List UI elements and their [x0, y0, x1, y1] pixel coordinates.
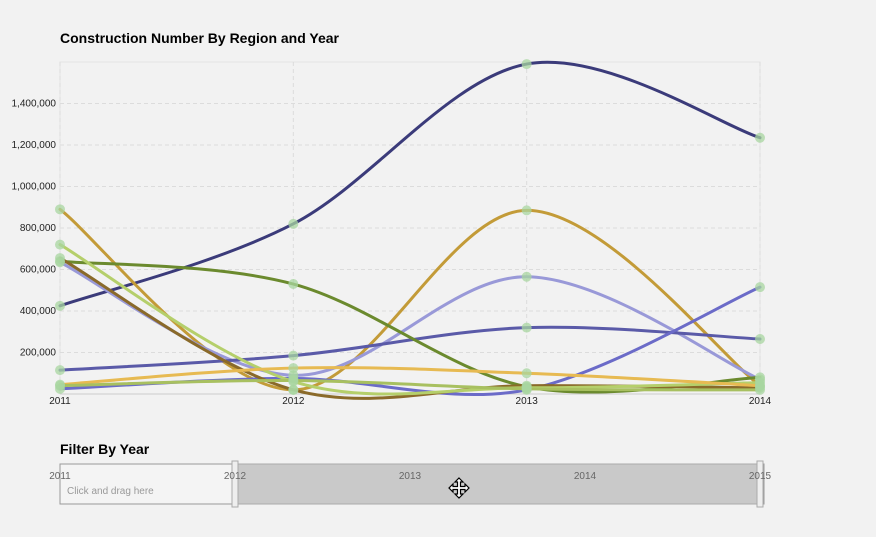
brush-handle-left[interactable] — [231, 460, 239, 508]
y-tick-label: 200,000 — [20, 348, 57, 359]
data-point — [755, 384, 765, 395]
move-cursor-icon — [448, 477, 470, 499]
y-axis: 200,000 400,000 600,000 800,000 1,000,000 1,2… — [12, 99, 57, 359]
series-lines — [58, 60, 762, 400]
filter-tick-label: 2013 — [399, 471, 422, 482]
data-point — [288, 350, 299, 361]
data-point — [755, 282, 765, 293]
data-point — [288, 384, 299, 395]
data-point — [55, 380, 65, 391]
brush-handle-right[interactable] — [756, 460, 764, 508]
filter-tick-label: 2015 — [749, 471, 772, 482]
filter-tick-label: 2014 — [574, 471, 597, 482]
x-tick-label: 2013 — [516, 396, 539, 407]
series-line — [58, 366, 762, 388]
y-tick-label: 1,200,000 — [12, 140, 57, 151]
data-point — [521, 322, 532, 333]
y-tick-label: 800,000 — [20, 223, 57, 234]
data-point — [288, 363, 299, 374]
filter-tick-label: 2011 — [49, 471, 71, 482]
data-point — [288, 375, 299, 386]
data-point — [521, 59, 532, 70]
data-point — [288, 279, 299, 290]
x-tick-label: 2012 — [282, 396, 305, 407]
filter-hint: Click and drag here — [67, 486, 154, 497]
data-point — [288, 218, 299, 229]
series-line — [58, 260, 762, 381]
filter-ticks: 2011 2012 2013 2014 2015 — [49, 471, 771, 482]
data-point — [55, 365, 65, 376]
data-point — [55, 300, 65, 311]
x-tick-label: 2011 — [49, 396, 71, 407]
data-points — [55, 59, 765, 395]
brush-selection[interactable] — [234, 463, 761, 505]
grid — [59, 61, 761, 395]
chart-title: Construction Number By Region and Year — [60, 30, 340, 46]
filter-title: Filter By Year — [60, 441, 150, 457]
series-line — [58, 207, 762, 392]
series-line — [58, 325, 762, 372]
data-point — [521, 205, 532, 216]
data-point — [521, 368, 532, 379]
y-tick-label: 400,000 — [20, 306, 57, 317]
series-line — [58, 378, 762, 392]
data-point — [521, 383, 532, 394]
series-line — [58, 243, 762, 396]
filter-tick-label: 2012 — [224, 471, 247, 482]
series-line — [58, 60, 762, 308]
year-filter-brush[interactable]: 2011 2012 2013 2014 2015 Click and drag here — [49, 460, 772, 508]
y-tick-label: 1,000,000 — [12, 182, 57, 193]
data-point — [55, 204, 65, 215]
y-tick-label: 600,000 — [20, 265, 57, 276]
data-point — [55, 253, 65, 264]
data-point — [755, 132, 765, 143]
data-point — [55, 239, 65, 250]
y-tick-label: 1,400,000 — [12, 99, 57, 110]
data-point — [521, 271, 532, 282]
data-point — [755, 334, 765, 345]
x-tick-label: 2014 — [749, 396, 772, 407]
